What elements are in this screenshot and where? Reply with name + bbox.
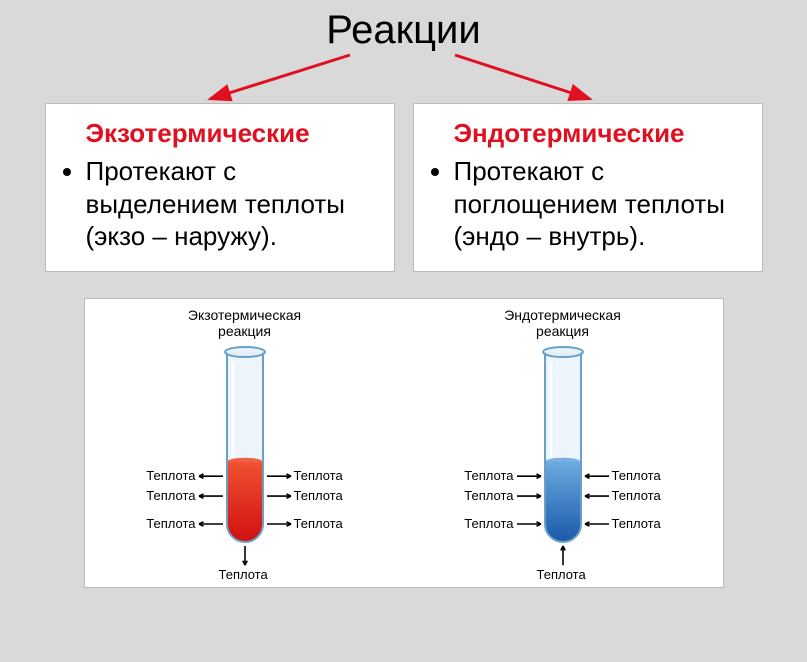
title-arrows bbox=[0, 53, 807, 103]
heat-label: Теплота bbox=[612, 488, 661, 503]
tube-endothermic-wrap: Теплота Теплота Теплота Теплота Теплота Тепло… bbox=[463, 346, 663, 576]
card-exothermic: Экзотермические Протекают с выделением т… bbox=[45, 103, 395, 272]
heat-label: Теплота bbox=[537, 567, 586, 582]
heat-label: Теплота bbox=[464, 468, 513, 483]
heat-label: Теплота bbox=[294, 516, 343, 531]
heat-label: Теплота bbox=[294, 468, 343, 483]
cards-row: Экзотермические Протекают с выделением т… bbox=[0, 103, 807, 272]
figure-endothermic: Эндотермическаяреакция ТеплотаТеплотаТеп… bbox=[403, 299, 723, 587]
card-endothermic-bullet: Протекают с поглощением теплоты (эндо – … bbox=[454, 155, 744, 253]
heat-label: Теплота bbox=[219, 567, 268, 582]
card-exothermic-bullet: Протекают с выделением теплоты (экзо – н… bbox=[86, 155, 376, 253]
heat-label: Теплота bbox=[612, 516, 661, 531]
heat-label: Теплота bbox=[464, 516, 513, 531]
heat-label: Теплота bbox=[146, 516, 195, 531]
page-title: Реакции bbox=[0, 0, 807, 53]
tube-exothermic-wrap: Теплота Теплота Теплота Теплота Теплота Тепло… bbox=[145, 346, 345, 576]
card-endothermic-title: Эндотермические bbox=[454, 118, 744, 149]
heat-label: Теплота bbox=[294, 488, 343, 503]
heat-label: Теплота bbox=[612, 468, 661, 483]
card-endothermic: Эндотермические Протекают с поглощением … bbox=[413, 103, 763, 272]
arrow-to-left-card bbox=[210, 55, 350, 99]
heat-label: Теплота bbox=[464, 488, 513, 503]
figure-endothermic-label: Эндотермическаяреакция bbox=[403, 299, 723, 341]
card-exothermic-title: Экзотермические bbox=[86, 118, 376, 149]
arrow-to-right-card bbox=[455, 55, 590, 99]
figure-panel: Экзотермическаяреакция ТеплотаТеплотаТеп… bbox=[84, 298, 724, 588]
figure-exothermic-label: Экзотермическаяреакция bbox=[85, 299, 405, 341]
heat-label: Теплота bbox=[146, 468, 195, 483]
heat-label: Теплота bbox=[146, 488, 195, 503]
figure-exothermic: Экзотермическаяреакция ТеплотаТеплотаТеп… bbox=[85, 299, 405, 587]
